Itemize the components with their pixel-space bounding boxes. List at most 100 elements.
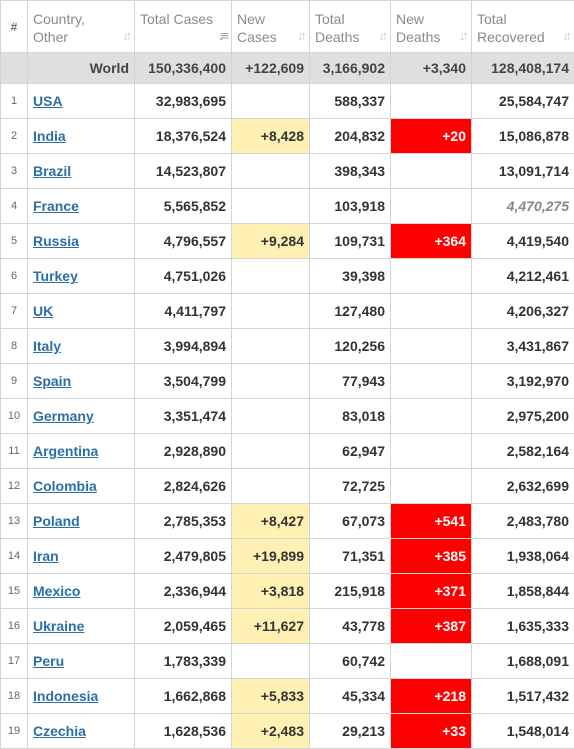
country-cell: Ukraine bbox=[27, 608, 135, 644]
total-cases-cell: 2,928,890 bbox=[134, 433, 232, 469]
sort-arrows-icon[interactable]: ↓↑ bbox=[297, 28, 307, 43]
sort-arrows-icon[interactable]: ↓↑ bbox=[459, 28, 469, 43]
total-cases-cell: 4,796,557 bbox=[134, 223, 232, 259]
table-row: 8 Italy 3,994,894 120,256 3,431,867 bbox=[0, 328, 574, 364]
country-cell: Mexico bbox=[27, 573, 135, 609]
table-row: 6 Turkey 4,751,026 39,398 4,212,461 bbox=[0, 258, 574, 294]
total-cases-cell: 32,983,695 bbox=[134, 83, 232, 119]
header-new-deaths[interactable]: New Deaths ↓↑ bbox=[390, 0, 472, 53]
total-deaths-cell: 204,832 bbox=[309, 118, 391, 154]
country-link[interactable]: UK bbox=[33, 303, 54, 319]
country-cell: Italy bbox=[27, 328, 135, 364]
total-cases-cell: 5,565,852 bbox=[134, 188, 232, 224]
table-body: World 150,336,400 +122,609 3,166,902 +3,… bbox=[0, 52, 574, 749]
world-total-deaths-cell: 3,166,902 bbox=[309, 52, 391, 84]
total-cases-cell: 2,785,353 bbox=[134, 503, 232, 539]
new-cases-cell bbox=[231, 643, 310, 679]
total-recovered-cell: 2,582,164 bbox=[471, 433, 574, 469]
country-link[interactable]: Iran bbox=[33, 548, 59, 564]
world-row: World 150,336,400 +122,609 3,166,902 +3,… bbox=[0, 52, 574, 84]
country-link[interactable]: Turkey bbox=[33, 268, 78, 284]
table-row: 15 Mexico 2,336,944 +3,818 215,918 +371 1,858,… bbox=[0, 573, 574, 609]
total-deaths-cell: 60,742 bbox=[309, 643, 391, 679]
total-deaths-cell: 398,343 bbox=[309, 153, 391, 189]
total-deaths-cell: 127,480 bbox=[309, 293, 391, 329]
header-new-cases[interactable]: New Cases ↓↑ bbox=[231, 0, 310, 53]
row-index-cell: 10 bbox=[0, 398, 28, 434]
total-deaths-cell: 215,918 bbox=[309, 573, 391, 609]
total-deaths-cell: 72,725 bbox=[309, 468, 391, 504]
world-country-cell: World bbox=[27, 52, 135, 84]
world-total-recovered-cell: 128,408,174 bbox=[471, 52, 574, 84]
sort-arrows-icon[interactable]: ↓↑ bbox=[562, 28, 572, 43]
country-link[interactable]: Russia bbox=[33, 233, 79, 249]
table-row: 9 Spain 3,504,799 77,943 3,192,970 bbox=[0, 363, 574, 399]
header-country[interactable]: Country, Other ↓↑ bbox=[27, 0, 135, 53]
row-index-cell: 4 bbox=[0, 188, 28, 224]
country-cell: France bbox=[27, 188, 135, 224]
country-link[interactable]: Germany bbox=[33, 408, 94, 424]
table-row: 7 UK 4,411,797 127,480 4,206,327 bbox=[0, 293, 574, 329]
country-link[interactable]: Colombia bbox=[33, 478, 97, 494]
country-link[interactable]: India bbox=[33, 128, 66, 144]
world-new-deaths-cell: +3,340 bbox=[390, 52, 472, 84]
country-link[interactable]: Spain bbox=[33, 373, 72, 389]
header-total-deaths[interactable]: Total Deaths ↓↑ bbox=[309, 0, 391, 53]
new-cases-cell: +3,818 bbox=[231, 573, 310, 609]
country-link[interactable]: Peru bbox=[33, 653, 65, 669]
country-link[interactable]: Indonesia bbox=[33, 688, 99, 704]
new-deaths-cell: +33 bbox=[390, 713, 472, 749]
country-cell: Poland bbox=[27, 503, 135, 539]
country-link[interactable]: USA bbox=[33, 93, 63, 109]
country-link[interactable]: Italy bbox=[33, 338, 62, 354]
new-cases-cell: +9,284 bbox=[231, 223, 310, 259]
sort-arrows-icon[interactable]: ↓↑ bbox=[122, 28, 132, 43]
table-row: 4 France 5,565,852 103,918 4,470,275 bbox=[0, 188, 574, 224]
header-country-label: Country, Other bbox=[33, 11, 85, 45]
country-link[interactable]: Poland bbox=[33, 513, 80, 529]
row-index-cell: 19 bbox=[0, 713, 28, 749]
country-link[interactable]: Ukraine bbox=[33, 618, 85, 634]
new-cases-cell bbox=[231, 188, 310, 224]
new-deaths-cell: +387 bbox=[390, 608, 472, 644]
sort-desc-icon[interactable]: ↓≡ bbox=[217, 28, 229, 43]
total-cases-cell: 2,479,805 bbox=[134, 538, 232, 574]
country-link[interactable]: Mexico bbox=[33, 583, 81, 599]
total-deaths-cell: 29,213 bbox=[309, 713, 391, 749]
row-index-cell: 14 bbox=[0, 538, 28, 574]
table-row: 5 Russia 4,796,557 +9,284 109,731 +364 4,419,5… bbox=[0, 223, 574, 259]
row-index-cell: 5 bbox=[0, 223, 28, 259]
country-cell: Brazil bbox=[27, 153, 135, 189]
country-cell: Iran bbox=[27, 538, 135, 574]
new-deaths-cell: +385 bbox=[390, 538, 472, 574]
row-index-cell: 18 bbox=[0, 678, 28, 714]
table-row: 10 Germany 3,351,474 83,018 2,975,200 bbox=[0, 398, 574, 434]
header-new-cases-label: New Cases bbox=[237, 11, 277, 45]
new-deaths-cell: +218 bbox=[390, 678, 472, 714]
total-deaths-cell: 43,778 bbox=[309, 608, 391, 644]
new-cases-cell bbox=[231, 468, 310, 504]
new-deaths-cell bbox=[390, 328, 472, 364]
total-deaths-cell: 120,256 bbox=[309, 328, 391, 364]
header-total-deaths-label: Total Deaths bbox=[315, 11, 360, 45]
total-cases-cell: 4,411,797 bbox=[134, 293, 232, 329]
row-index-cell: 11 bbox=[0, 433, 28, 469]
new-deaths-cell bbox=[390, 153, 472, 189]
country-link[interactable]: Argentina bbox=[33, 443, 99, 459]
total-recovered-cell: 2,483,780 bbox=[471, 503, 574, 539]
new-deaths-cell bbox=[390, 433, 472, 469]
total-deaths-cell: 109,731 bbox=[309, 223, 391, 259]
new-deaths-cell bbox=[390, 363, 472, 399]
header-total-recovered[interactable]: Total Recovered ↓↑ bbox=[471, 0, 574, 53]
sort-arrows-icon[interactable]: ↓↑ bbox=[378, 28, 388, 43]
world-index-cell bbox=[0, 52, 28, 84]
country-link[interactable]: Brazil bbox=[33, 163, 72, 179]
total-deaths-cell: 83,018 bbox=[309, 398, 391, 434]
new-cases-cell bbox=[231, 398, 310, 434]
header-total-cases[interactable]: Total Cases ↓≡ bbox=[134, 0, 232, 53]
new-deaths-cell bbox=[390, 188, 472, 224]
country-link[interactable]: France bbox=[33, 198, 79, 214]
country-link[interactable]: Czechia bbox=[33, 723, 86, 739]
new-deaths-cell bbox=[390, 293, 472, 329]
total-cases-cell: 18,376,524 bbox=[134, 118, 232, 154]
